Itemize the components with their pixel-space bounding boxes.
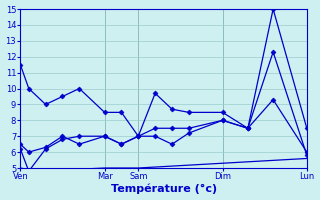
X-axis label: Température (°c): Température (°c) (110, 184, 217, 194)
